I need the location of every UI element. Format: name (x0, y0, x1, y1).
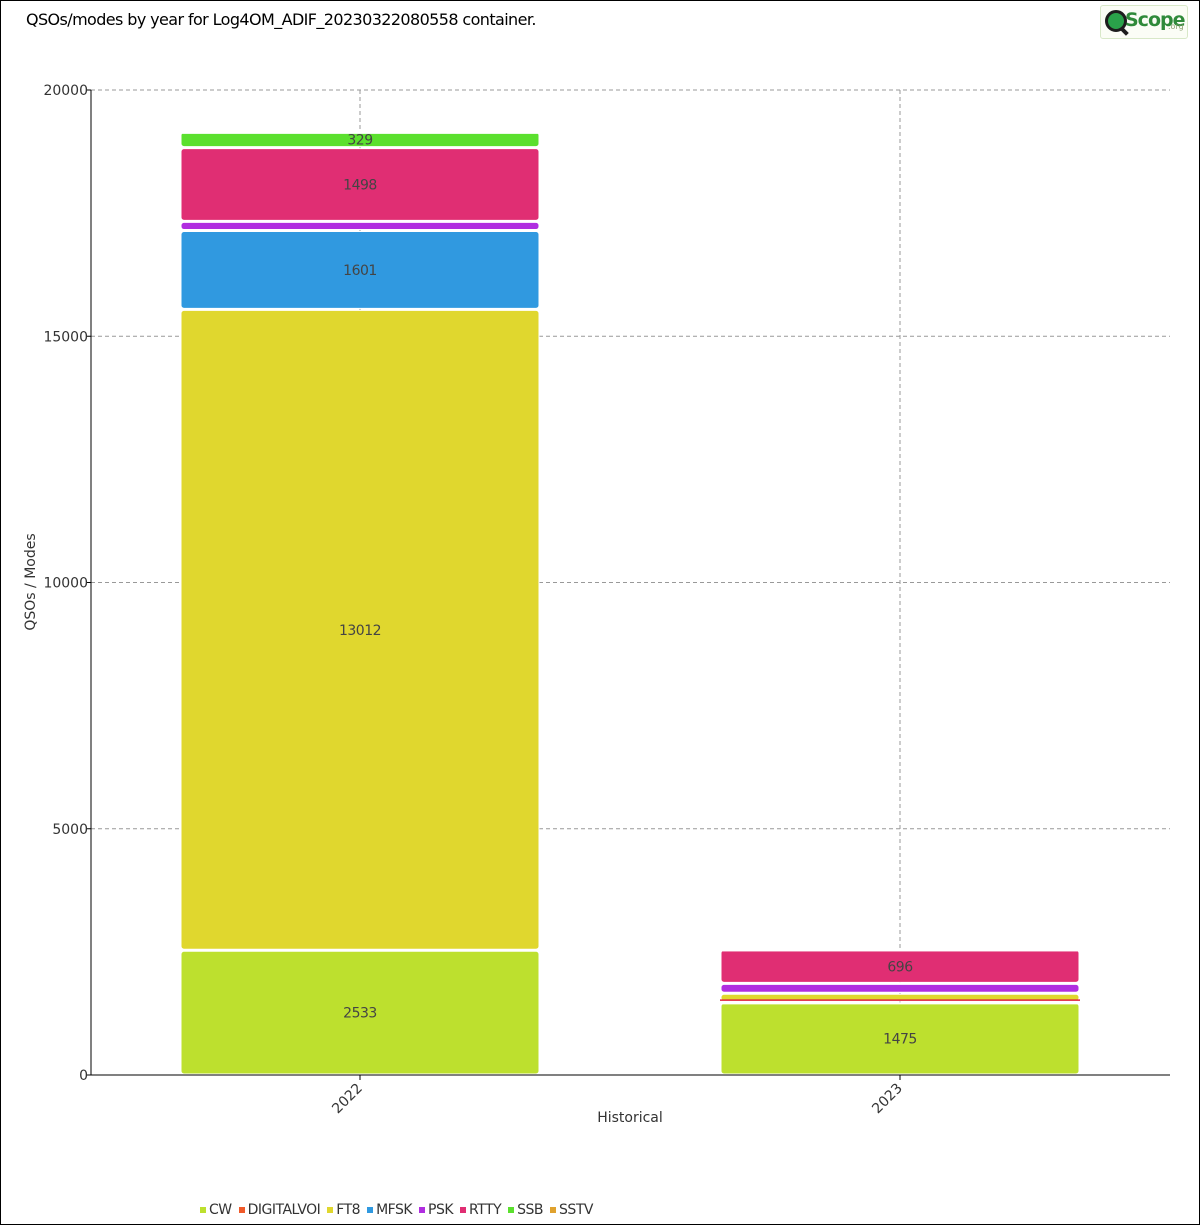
legend-item-ft8[interactable]: FT8 (327, 1202, 361, 1218)
legend-swatch-sstv (550, 1207, 557, 1213)
legend-item-psk[interactable]: PSK (419, 1202, 454, 1218)
legend-swatch-mfsk (367, 1207, 374, 1213)
bar-segments (180, 131, 1080, 1075)
legend-swatch-rtty (460, 1207, 467, 1213)
legend-item-mfsk[interactable]: MFSK (367, 1202, 413, 1218)
y-tick-label: 5000 (52, 822, 88, 838)
bar-segment-sstv-2022 (180, 131, 540, 134)
segment-label-ssb-2022: 329 (347, 133, 372, 149)
x-tick-label-2022: 2022 (329, 1081, 366, 1118)
bar-segment-ft8-2022 (180, 309, 540, 950)
legend-label-digitalvoi: DIGITALVOI (247, 1202, 321, 1218)
bar-segment-psk-2023 (720, 983, 1080, 993)
legend-label-cw: CW (209, 1202, 232, 1218)
legend-label-ssb: SSB (517, 1202, 544, 1218)
bar-segment-psk-2022 (180, 221, 540, 231)
segment-labels: 2533 13012 1601 1498 329 1475 696 (339, 133, 917, 1048)
segment-label-ft8-2022: 13012 (339, 623, 381, 639)
segment-label-cw-2023: 1475 (883, 1032, 917, 1048)
magnifier-globe-icon (1105, 10, 1127, 32)
segment-label-rtty-2022: 1498 (343, 178, 377, 194)
legend-label-psk: PSK (428, 1202, 454, 1218)
x-axis-title: Historical (597, 1110, 663, 1126)
logo-word: Scope (1125, 9, 1185, 31)
legend-item-digitalvoi[interactable]: DIGITALVOI (238, 1202, 321, 1218)
legend-swatch-cw (200, 1207, 206, 1213)
legend-label-sstv: SSTV (559, 1202, 593, 1218)
legend-swatch-digitalvoi (238, 1207, 245, 1213)
legend-label-mfsk: MFSK (376, 1202, 413, 1218)
chart-title: QSOs/modes by year for Log4OM_ADIF_20230… (26, 10, 536, 29)
legend-swatch-ssb (508, 1207, 515, 1213)
segment-label-rtty-2023: 696 (887, 959, 913, 975)
segment-label-mfsk-2022: 1601 (343, 263, 377, 279)
bar-segment-cw-2022 (180, 950, 540, 1075)
bar-segment-mfsk-2022 (180, 231, 540, 309)
legend-swatch-psk (419, 1207, 426, 1213)
y-tick-label: 10000 (43, 576, 88, 592)
legend-item-ssb[interactable]: SSB (508, 1202, 544, 1218)
y-tick-label: 20000 (43, 83, 88, 99)
legend-label-rtty: RTTY (469, 1202, 502, 1218)
y-tick-label: 0 (79, 1068, 88, 1084)
legend-item-cw[interactable]: CW (200, 1202, 232, 1218)
legend-item-sstv[interactable]: SSTV (550, 1202, 593, 1218)
chart-legend: CW DIGITALVOI FT8 MFSK PSK RTTY SSB SSTV (200, 1200, 600, 1220)
legend-item-rtty[interactable]: RTTY (460, 1202, 502, 1218)
bar-segment-rtty-2022 (180, 148, 540, 221)
y-tick-label: 15000 (43, 329, 88, 345)
axes: 0 5000 10000 15000 20000 2022 2023 (43, 83, 1170, 1117)
y-axis-title: QSOs / Modes (23, 533, 39, 630)
legend-swatch-ft8 (327, 1207, 334, 1213)
logo-suffix: .org (1168, 22, 1184, 31)
qscope-logo[interactable]: Scope .org (1100, 5, 1188, 39)
bar-segment-sstv-2023 (720, 949, 1080, 952)
legend-label-ft8: FT8 (336, 1202, 361, 1218)
bar-segment-digitalvoi-2023 (720, 1002, 1080, 1005)
segment-label-cw-2022: 2533 (343, 1006, 377, 1022)
x-tick-label-2023: 2023 (869, 1081, 906, 1118)
